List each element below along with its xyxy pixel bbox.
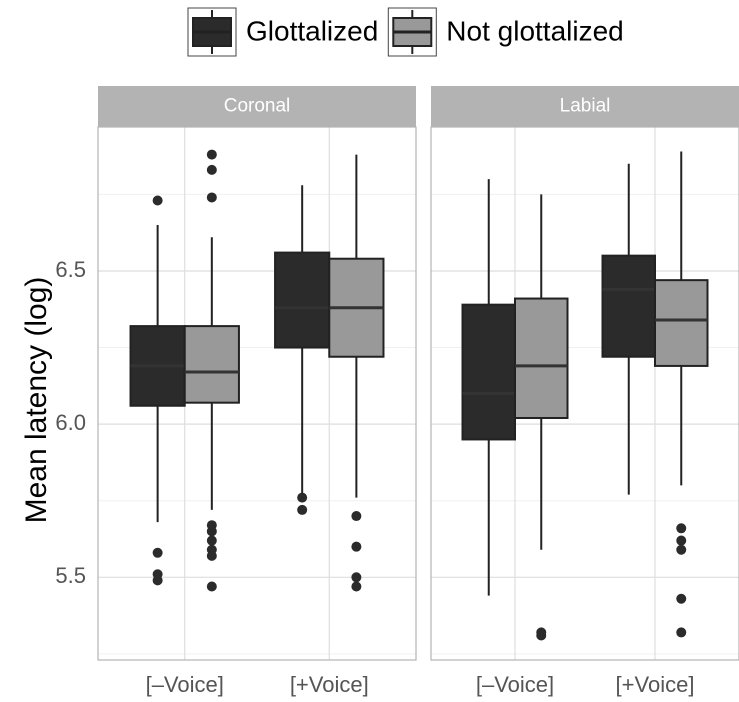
- outlier: [152, 575, 163, 586]
- outlier: [206, 535, 217, 546]
- outlier: [297, 492, 308, 503]
- outlier: [676, 535, 687, 546]
- box: [514, 297, 569, 420]
- outlier: [351, 581, 362, 592]
- outlier: [676, 593, 687, 604]
- y-axis-title: Mean latency (log): [20, 277, 53, 524]
- outlier: [676, 544, 687, 555]
- outlier: [676, 523, 687, 534]
- outlier: [206, 526, 217, 537]
- outlier: [206, 581, 217, 592]
- box: [461, 303, 516, 441]
- legend-label: Not glottalized: [446, 15, 623, 46]
- x-tick-label: [–Voice]: [146, 672, 224, 697]
- facet-label: Labial: [560, 96, 611, 117]
- box: [601, 254, 656, 358]
- outlier: [351, 541, 362, 552]
- facet-strip: [431, 86, 739, 127]
- outlier: [206, 149, 217, 160]
- x-tick-label: [–Voice]: [476, 672, 554, 697]
- y-tick-label: 5.5: [55, 563, 86, 588]
- x-tick-label: [+Voice]: [616, 672, 695, 697]
- outlier: [676, 627, 687, 638]
- outlier: [206, 550, 217, 561]
- box: [654, 279, 709, 367]
- outlier: [351, 572, 362, 583]
- outlier: [536, 630, 547, 641]
- x-tick-label: [+Voice]: [290, 672, 369, 697]
- panel-border: [430, 126, 739, 661]
- y-tick-label: 6.5: [55, 257, 86, 282]
- facet-label: Coronal: [224, 96, 291, 117]
- outlier: [152, 547, 163, 558]
- outlier: [206, 192, 217, 203]
- facet-strip: [98, 86, 416, 127]
- outlier: [297, 504, 308, 515]
- outlier: [206, 164, 217, 175]
- legend-label: Glottalized: [246, 15, 378, 46]
- box: [183, 325, 240, 404]
- panel-border: [97, 126, 417, 661]
- y-tick-label: 6.0: [55, 410, 86, 435]
- outlier: [351, 511, 362, 522]
- outlier: [152, 195, 163, 206]
- box: [274, 251, 331, 349]
